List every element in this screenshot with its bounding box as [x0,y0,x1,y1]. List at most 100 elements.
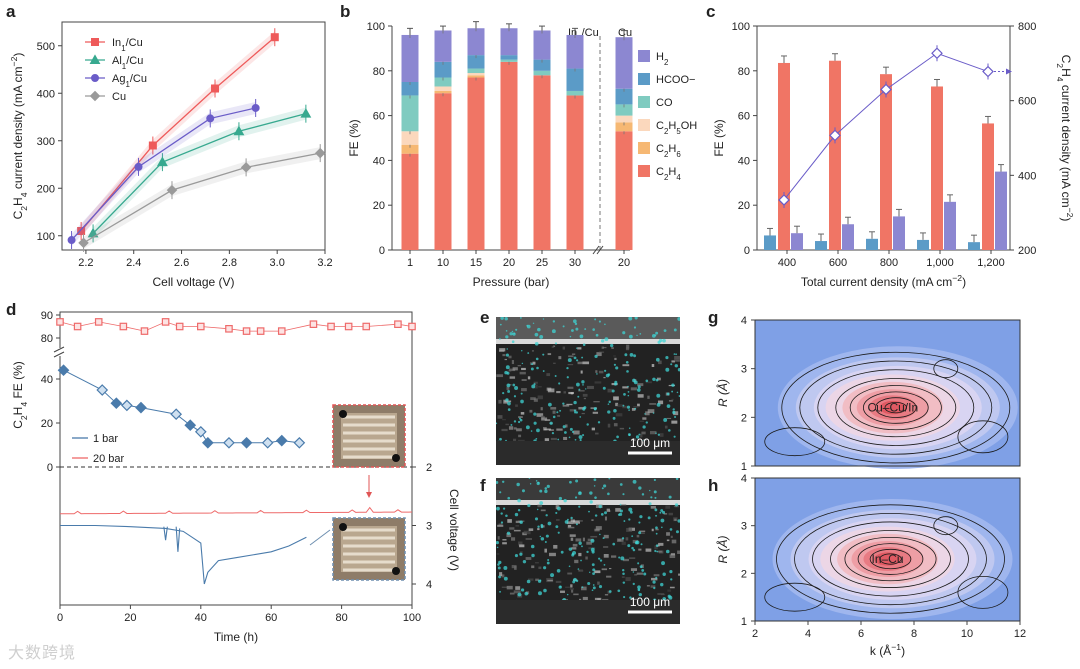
micrograph-grain [597,581,600,585]
micrograph-element-map-dot [505,330,508,332]
micrograph-grain [658,542,664,546]
data-point [270,33,279,42]
micrograph-element-map-dot [500,521,504,524]
micrograph-grain [595,432,599,435]
micrograph-element-map-dot [598,557,601,560]
x-tick-label: 4 [805,628,811,640]
micrograph-grain [601,346,604,349]
micrograph-element-map-dot [632,548,636,552]
x-tick-label: 0 [57,612,63,624]
micrograph-element-map-dot [556,411,559,414]
micrograph-grain [603,546,609,548]
micrograph-grain [518,416,523,418]
micrograph-grain [639,530,646,532]
micrograph-grain [658,360,662,365]
fe-20bar-point [242,327,251,335]
micrograph-grain [513,438,517,443]
legend-label: H2 [656,51,668,67]
micrograph-grain [616,538,624,542]
micrograph-element-map-dot [505,365,510,370]
micrograph-grain [580,586,587,591]
micrograph-grain [566,521,574,525]
micrograph-grain [664,425,668,429]
micrograph-element-map-dot [647,516,651,520]
micrograph-grain [531,350,534,352]
micrograph-grain [535,578,539,582]
legend-label: Al1/Cu [112,55,143,71]
micrograph-element-map-dot [529,483,532,485]
micrograph-element-map-dot [505,514,508,518]
plot-frame [754,477,1021,622]
current-density-point [829,129,841,142]
micrograph-element-map-dot [638,433,641,436]
micrograph-e: 100 μm [496,317,680,465]
micrograph-grain [582,361,590,365]
micrograph-element-map-dot [596,373,598,375]
micrograph-element-map-dot [566,376,569,379]
micrograph-element-map-dot [594,496,597,499]
micrograph-element-map-dot [571,552,574,555]
micrograph-f: 100 μm [496,478,680,624]
micrograph-element-map-dot [546,484,550,489]
legend-label: HCOO− [656,74,695,86]
micrograph-grain [512,367,518,371]
micrograph-element-map-dot [672,408,675,411]
micrograph-element-map-dot [671,390,674,393]
micrograph-element-map-dot [590,547,595,552]
x-tick-label: 2.6 [174,257,189,269]
micrograph-element-map-dot [637,585,641,589]
micrograph-element-map-dot [556,568,561,573]
micrograph-grain [538,566,542,569]
micrograph-element-map-dot [581,356,584,359]
micrograph-grain [595,370,598,373]
micrograph-element-map-dot [499,437,502,441]
inset-pointer-arrow [366,492,372,498]
micrograph-grain [675,505,679,508]
contour-line [799,360,993,455]
y-axis-title: C2H4 current density (mA cm−2) [9,53,29,220]
contour-line [830,530,951,588]
micrograph-element-map-dot [655,378,659,382]
micrograph-grain [557,415,561,417]
micrograph-grain [668,512,673,516]
data-point [156,156,168,167]
micrograph-grain [527,578,534,581]
series-line [92,113,307,234]
micrograph-element-map-dot [499,491,502,494]
micrograph-grain [650,585,656,588]
micrograph-element-map-dot [544,487,548,490]
contour-line [817,369,975,446]
x-tick-label: 20 [124,612,136,624]
micrograph-grain [604,594,609,596]
micrograph-grain [515,525,520,527]
micrograph-grain [655,528,659,531]
micrograph-grain [595,526,602,530]
fe-1bar-point [170,408,183,421]
micrograph-grain [511,360,515,365]
micrograph-element-map-dot [631,546,634,550]
micrograph-element-map-dot [655,514,658,517]
y-tick-label: 80 [373,66,385,78]
micrograph-element-map-dot [573,577,577,582]
current-density-point [880,83,892,96]
fe-1bar-line [63,369,300,444]
micrograph-element-map-dot [622,581,626,584]
micrograph-grain [587,538,594,542]
micrograph-grain [665,505,671,509]
micrograph-grain [558,356,562,360]
group-label: Cu [618,27,632,39]
bar-segment [500,59,518,62]
micrograph-element-map-dot [607,403,610,405]
micrograph-element-map-dot [641,493,645,496]
data-point [251,103,260,112]
micrograph-element-map-dot [566,366,569,370]
micrograph-element-map-dot [675,353,678,356]
micrograph-element-map-dot [598,504,602,509]
legend-label: In1/Cu [112,37,143,53]
y-tick-label: 40 [373,155,385,167]
data-point [134,162,143,171]
micrograph-element-map-dot [578,388,581,391]
contour-line [849,385,942,431]
y-tick-label: 3 [741,521,747,533]
micrograph-grain [649,431,657,435]
